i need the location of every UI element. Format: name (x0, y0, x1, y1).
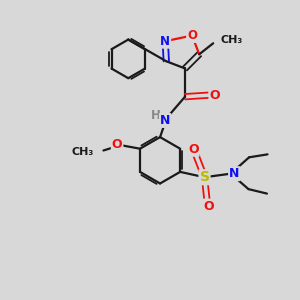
Text: N: N (229, 167, 239, 180)
Text: O: O (188, 143, 199, 156)
Text: CH₃: CH₃ (72, 147, 94, 157)
Text: N: N (160, 35, 170, 48)
Text: S: S (200, 170, 209, 184)
Text: O: O (209, 89, 220, 102)
Text: O: O (112, 138, 122, 151)
Text: H: H (150, 109, 160, 122)
Text: N: N (160, 114, 170, 127)
Text: CH₃: CH₃ (220, 35, 242, 45)
Text: O: O (203, 200, 214, 213)
Text: O: O (187, 29, 197, 42)
